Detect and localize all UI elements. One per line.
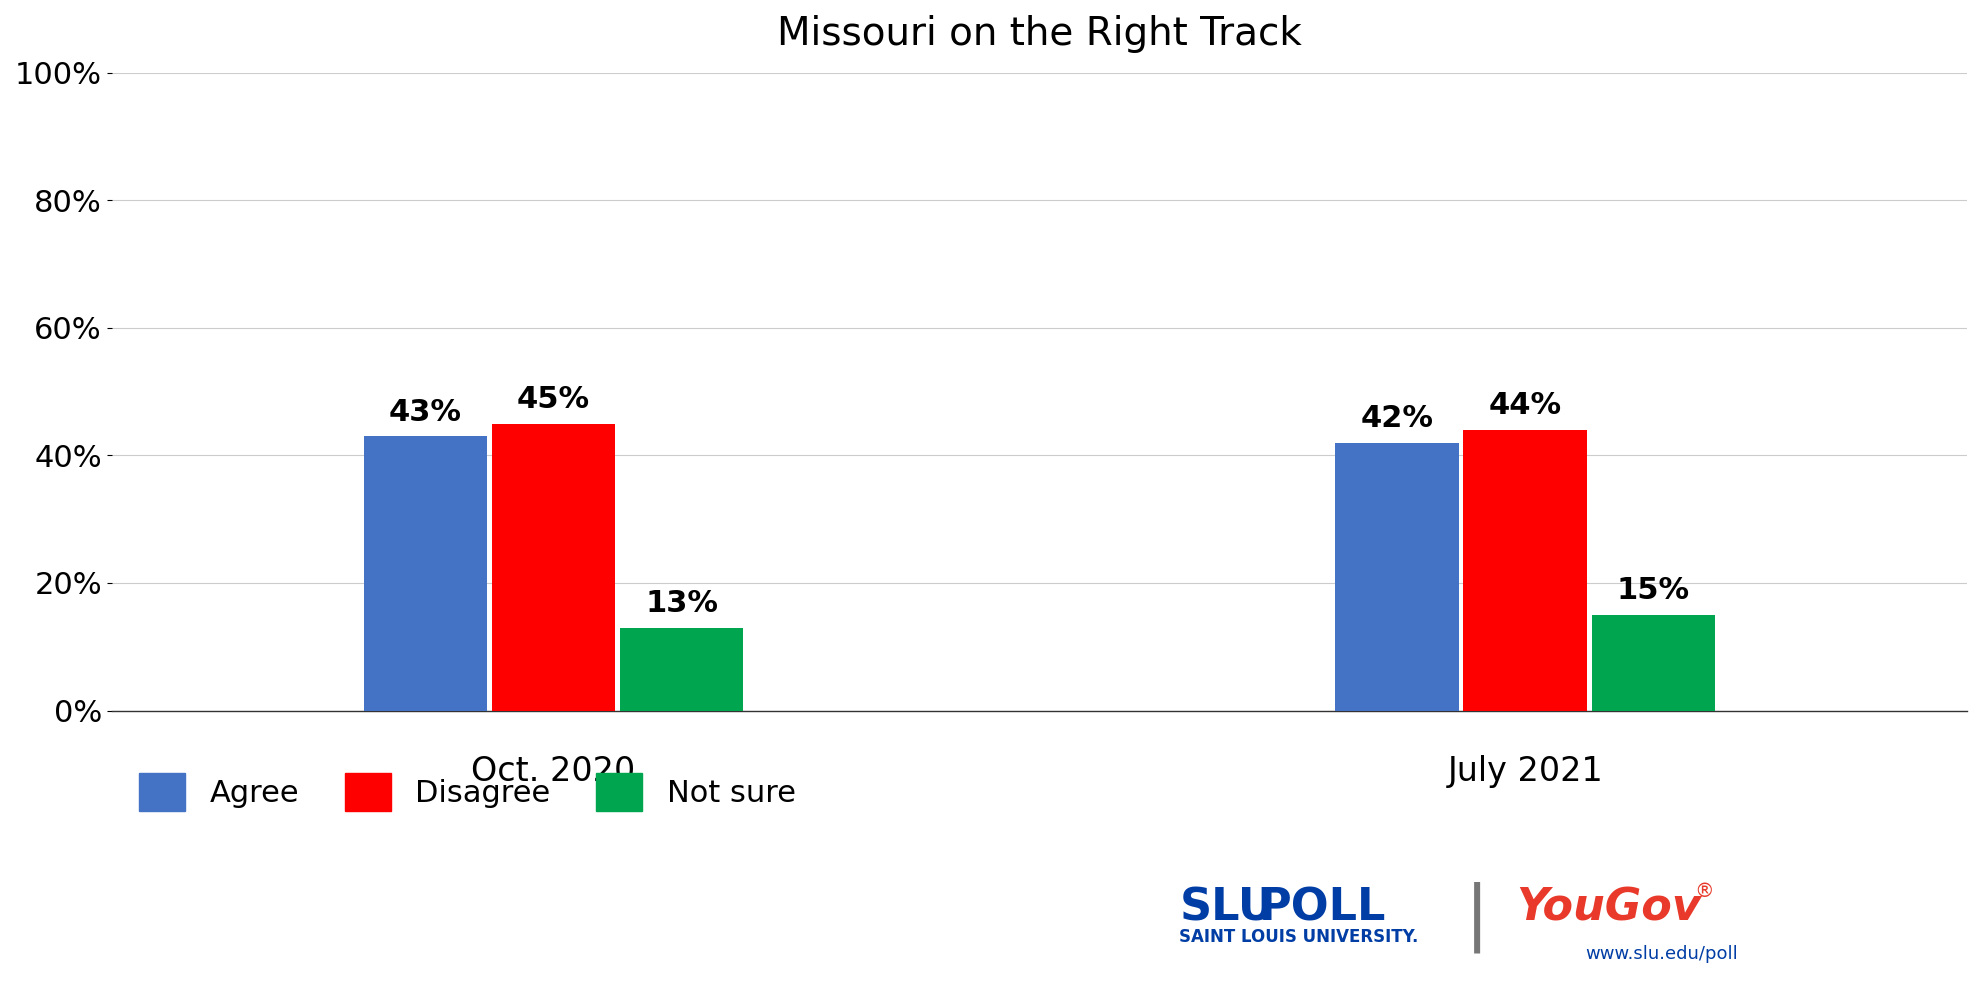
Text: YouGov: YouGov [1516, 886, 1701, 930]
Bar [1336, 442, 1459, 710]
Bar [620, 628, 743, 710]
Title: Missouri on the Right Track: Missouri on the Right Track [777, 15, 1302, 53]
Text: 13%: 13% [644, 589, 717, 618]
Text: 44%: 44% [1488, 392, 1562, 421]
Text: |: | [1465, 882, 1488, 953]
Bar [1592, 615, 1714, 710]
Text: 42%: 42% [1362, 404, 1433, 434]
Legend: Agree, Disagree, Not sure: Agree, Disagree, Not sure [127, 761, 809, 822]
Text: SLU: SLU [1179, 886, 1274, 930]
Text: POLL: POLL [1259, 886, 1385, 930]
Text: July 2021: July 2021 [1447, 755, 1603, 789]
Bar [492, 424, 614, 710]
Text: 15%: 15% [1617, 576, 1691, 605]
Bar [363, 436, 488, 710]
Text: ®: ® [1695, 882, 1714, 902]
Text: Oct. 2020: Oct. 2020 [472, 755, 636, 789]
Text: SAINT LOUIS UNIVERSITY.: SAINT LOUIS UNIVERSITY. [1179, 929, 1419, 946]
Bar [1463, 430, 1588, 710]
Text: 43%: 43% [388, 398, 462, 427]
Text: www.slu.edu/poll: www.slu.edu/poll [1586, 945, 1738, 963]
Text: 45%: 45% [517, 385, 591, 414]
